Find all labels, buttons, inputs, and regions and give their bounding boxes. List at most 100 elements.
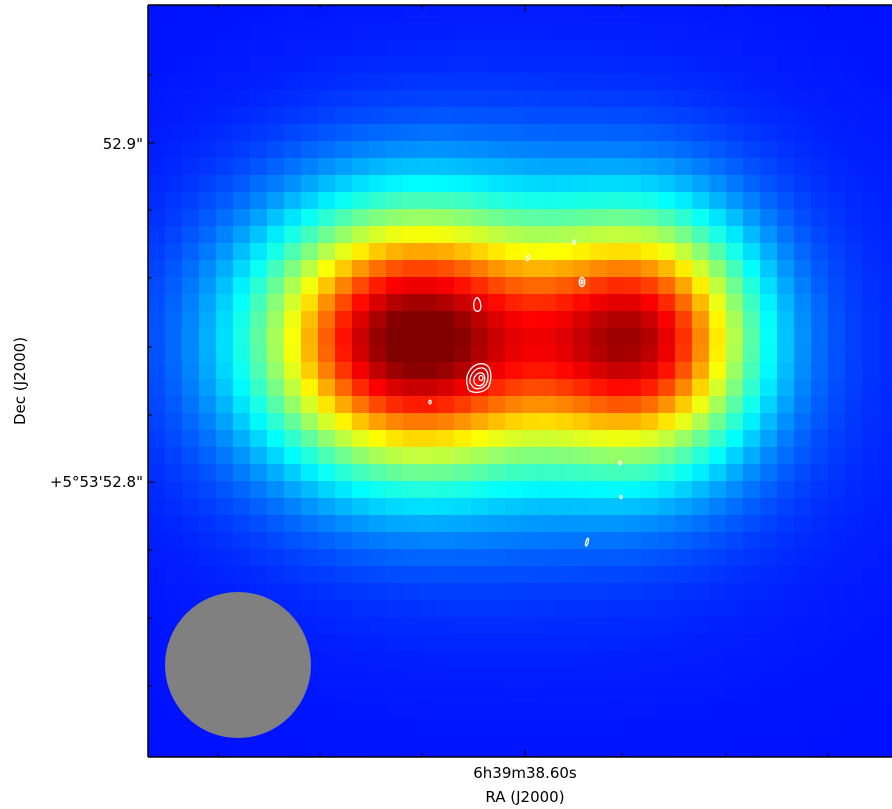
heatmap-cell bbox=[624, 702, 642, 720]
heatmap-cell bbox=[284, 243, 302, 261]
heatmap-cell bbox=[488, 243, 506, 261]
heatmap-cell bbox=[386, 617, 404, 635]
heatmap-cell bbox=[811, 5, 829, 23]
heatmap-cell bbox=[675, 532, 693, 550]
heatmap-cell bbox=[335, 651, 353, 669]
heatmap-cell bbox=[760, 515, 778, 533]
heatmap-cell bbox=[692, 481, 710, 499]
heatmap-cell bbox=[879, 311, 892, 329]
heatmap-cell bbox=[267, 141, 285, 159]
heatmap-cell bbox=[760, 651, 778, 669]
heatmap-cell bbox=[335, 328, 353, 346]
heatmap-cell bbox=[675, 396, 693, 414]
heatmap-cell bbox=[590, 719, 608, 737]
heatmap-cell bbox=[539, 124, 557, 142]
heatmap-cell bbox=[335, 141, 353, 159]
heatmap-cell bbox=[403, 549, 421, 567]
heatmap-cell bbox=[420, 362, 438, 380]
heatmap-cell bbox=[182, 107, 200, 125]
heatmap-cell bbox=[454, 22, 472, 40]
heatmap-cell bbox=[267, 5, 285, 23]
heatmap-cell bbox=[522, 532, 540, 550]
heatmap-cell bbox=[318, 736, 336, 754]
heatmap-cell bbox=[471, 430, 489, 448]
heatmap-cell bbox=[522, 702, 540, 720]
heatmap-cell bbox=[301, 719, 319, 737]
heatmap-cell bbox=[726, 56, 744, 74]
heatmap-cell bbox=[386, 192, 404, 210]
heatmap-cell bbox=[335, 277, 353, 295]
heatmap-cell bbox=[505, 481, 523, 499]
heatmap-cell bbox=[420, 209, 438, 227]
heatmap-cell bbox=[573, 753, 591, 757]
heatmap-cell bbox=[879, 736, 892, 754]
heatmap-cell bbox=[352, 668, 370, 686]
heatmap-cell bbox=[675, 39, 693, 57]
heatmap-cell bbox=[624, 464, 642, 482]
heatmap-cell bbox=[250, 243, 268, 261]
heatmap-cell bbox=[675, 311, 693, 329]
heatmap-cell bbox=[522, 736, 540, 754]
heatmap-cell bbox=[148, 736, 166, 754]
heatmap-cell bbox=[573, 73, 591, 91]
heatmap-cell bbox=[335, 243, 353, 261]
heatmap-cell bbox=[437, 600, 455, 618]
heatmap-cell bbox=[403, 515, 421, 533]
heatmap-cell bbox=[505, 515, 523, 533]
heatmap-cell bbox=[709, 753, 727, 757]
heatmap-cell bbox=[318, 5, 336, 23]
heatmap-cell bbox=[216, 396, 234, 414]
heatmap-cell bbox=[777, 277, 795, 295]
heatmap-cell bbox=[148, 192, 166, 210]
heatmap-cell bbox=[624, 141, 642, 159]
heatmap-cell bbox=[556, 753, 574, 757]
heatmap-cell bbox=[777, 175, 795, 193]
heatmap-cell bbox=[505, 753, 523, 757]
heatmap-cell bbox=[624, 124, 642, 142]
heatmap-cell bbox=[607, 175, 625, 193]
heatmap-cell bbox=[760, 685, 778, 703]
heatmap-cell bbox=[182, 379, 200, 397]
heatmap-cell bbox=[369, 311, 387, 329]
heatmap-cell bbox=[199, 736, 217, 754]
heatmap-cell bbox=[777, 702, 795, 720]
heatmap-cell bbox=[794, 5, 812, 23]
heatmap-cell bbox=[607, 56, 625, 74]
heatmap-cell bbox=[794, 498, 812, 516]
x-tick-label-1: 6h39m38.60s bbox=[473, 764, 577, 782]
heatmap-cell bbox=[216, 345, 234, 363]
heatmap-cell bbox=[182, 175, 200, 193]
heatmap-cell bbox=[709, 175, 727, 193]
heatmap-cell bbox=[777, 362, 795, 380]
heatmap-cell bbox=[675, 617, 693, 635]
heatmap-cell bbox=[760, 413, 778, 431]
heatmap-cell bbox=[777, 345, 795, 363]
heatmap-cell bbox=[488, 362, 506, 380]
heatmap-cell bbox=[658, 447, 676, 465]
heatmap-cell bbox=[743, 600, 761, 618]
heatmap-cell bbox=[352, 753, 370, 757]
heatmap-cell bbox=[794, 226, 812, 244]
heatmap-cell bbox=[658, 753, 676, 757]
heatmap-cell bbox=[182, 294, 200, 312]
heatmap-cell bbox=[352, 5, 370, 23]
heatmap-cell bbox=[216, 294, 234, 312]
heatmap-cell bbox=[726, 277, 744, 295]
heatmap-cell bbox=[148, 396, 166, 414]
heatmap-cell bbox=[471, 515, 489, 533]
heatmap-cell bbox=[743, 5, 761, 23]
heatmap-cell bbox=[403, 226, 421, 244]
heatmap-cell bbox=[845, 22, 863, 40]
heatmap-cell bbox=[624, 5, 642, 23]
heatmap-cell bbox=[556, 209, 574, 227]
heatmap-cell bbox=[590, 362, 608, 380]
heatmap-cell bbox=[556, 702, 574, 720]
heatmap-cell bbox=[505, 158, 523, 176]
heatmap-cell bbox=[726, 583, 744, 601]
heatmap-cell bbox=[471, 413, 489, 431]
heatmap-cell bbox=[590, 192, 608, 210]
heatmap-cell bbox=[726, 5, 744, 23]
heatmap-cell bbox=[522, 175, 540, 193]
heatmap-cell bbox=[607, 345, 625, 363]
heatmap-cell bbox=[828, 107, 846, 125]
